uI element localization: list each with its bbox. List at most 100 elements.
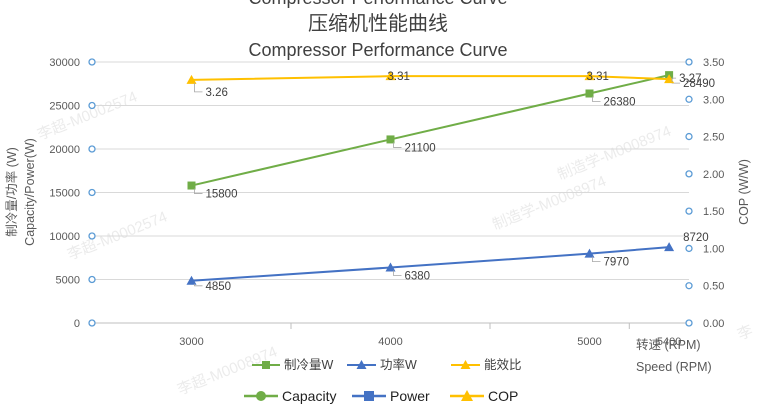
data-label: 8720: [683, 232, 709, 244]
right-axis-marker: [685, 244, 693, 253]
data-label-leader: [194, 283, 203, 287]
right-axis-marker: [685, 95, 693, 103]
data-label: 7970: [604, 257, 630, 269]
watermark: 李超-M0002574: [35, 88, 140, 143]
legend-label-cop: COP: [488, 388, 518, 404]
left-tick-label: 15000: [49, 188, 80, 200]
left-axis-marker: [88, 58, 96, 66]
data-label: 3.27: [679, 73, 701, 85]
right-tick-label: 2.00: [703, 169, 724, 181]
data-point-marker: [186, 74, 197, 84]
right-tick-label: 1.00: [703, 243, 724, 255]
data-point-marker: [187, 181, 196, 190]
grid-lines: [92, 61, 689, 329]
legend-label-capacity-cn: 制冷量W: [284, 358, 334, 372]
data-label: 21100: [405, 142, 436, 154]
data-label: 28490: [683, 78, 715, 90]
legend-square-marker: [364, 391, 374, 401]
left-tick-label: 20000: [49, 144, 80, 156]
data-point-marker: [386, 135, 395, 144]
data-label-leader: [592, 256, 601, 263]
series-layer: 15800 21100 26380 28490 4850 6380 7970 8720 3.26…: [186, 71, 715, 293]
left-axis-marker: [88, 145, 96, 153]
right-axis-marker: [685, 282, 693, 290]
watermark: 制造学-M0008974: [490, 173, 608, 234]
right-axis-ticks: 0.00 0.50 1.00 1.50 2.00 2.50 3.00 3.50: [685, 57, 724, 330]
right-tick-label: 0.00: [703, 318, 724, 330]
left-axis-marker: [88, 232, 96, 240]
legend-square-marker: [262, 361, 270, 369]
legend-triangle-marker: [356, 360, 367, 369]
x-tick-label: 4000: [378, 336, 402, 348]
left-axis-marker: [88, 275, 96, 284]
data-label: 3.31: [388, 71, 410, 83]
watermark-layer: 李超-M0002574 李超-M0002574 制造学-M0008974 制造学…: [35, 88, 755, 398]
left-axis-title-chinese: 制冷量/功率 (W): [4, 147, 19, 237]
watermark: 李: [735, 322, 755, 343]
data-point-marker: [664, 74, 675, 84]
right-tick-label: 3.00: [703, 94, 724, 106]
legend-triangle-marker: [460, 360, 471, 369]
right-axis-marker: [685, 58, 693, 66]
x-axis-ticks: 3000 4000 5000 5400: [179, 336, 681, 348]
left-axis-marker: [88, 101, 96, 110]
data-point-marker: [584, 71, 595, 81]
legend-item-capacity-cn: 制冷量W: [252, 358, 334, 372]
right-tick-label: 0.50: [703, 281, 724, 293]
chart-title-chinese: 压缩机性能曲线: [308, 12, 448, 35]
legend-item-power-cn: 功率W: [347, 357, 417, 372]
right-axis-marker: [685, 170, 693, 178]
data-label: 3.26: [206, 87, 228, 99]
left-tick-label: 10000: [49, 231, 80, 243]
series-line: [191, 246, 670, 282]
left-axis-marker: [88, 319, 96, 327]
data-label: 15800: [206, 189, 238, 201]
series-line: [191, 75, 670, 81]
data-label-leader: [393, 142, 402, 148]
data-label: 6380: [405, 270, 431, 282]
right-axis-marker: [685, 319, 693, 327]
watermark: 制造学-M0008974: [555, 123, 673, 184]
x-axis-title-chinese: 转速 (RPM): [636, 337, 701, 352]
data-point-marker: [584, 248, 595, 258]
x-tick-label: 5400: [657, 336, 681, 348]
x-tick-label: 3000: [179, 336, 203, 348]
legend-label-power: Power: [390, 388, 430, 404]
data-label-leader: [194, 188, 203, 194]
data-point-marker: [385, 71, 396, 81]
right-tick-label: 1.50: [703, 206, 724, 218]
legend-item-capacity: Capacity: [244, 388, 336, 404]
right-axis-marker: [685, 207, 693, 215]
legend-label-capacity: Capacity: [282, 388, 336, 404]
series-line: [191, 74, 670, 187]
legend-item-power: Power: [352, 388, 430, 404]
left-axis-marker: [88, 188, 96, 197]
left-axis-ticks: 0 5000 10000 15000 20000 25000 30000: [49, 57, 96, 330]
legend-label-power-cn: 功率W: [380, 357, 417, 372]
data-point-marker: [585, 89, 594, 98]
legend-item-cop: COP: [450, 388, 518, 404]
data-point-marker: [186, 275, 197, 285]
data-point-marker: [385, 262, 396, 272]
watermark: 李超-M0008974: [175, 343, 280, 398]
chart-title-english: Compressor Performance Curve: [248, 40, 507, 60]
data-label: 3.31: [587, 71, 609, 83]
right-tick-label: 2.50: [703, 132, 724, 144]
data-label-leader: [592, 96, 601, 102]
legend-row-2: Capacity Power COP: [244, 388, 518, 404]
right-axis-marker: [685, 132, 693, 141]
left-tick-label: 5000: [56, 275, 80, 287]
x-axis-title-english: Speed (RPM): [636, 360, 712, 374]
legend-label-cop-cn: 能效比: [484, 357, 522, 372]
data-label: 26380: [604, 96, 636, 108]
data-label: 4850: [206, 281, 232, 293]
partial-top-title: Compressor Performance Curve: [248, 0, 507, 8]
data-label-leader: [194, 82, 203, 93]
x-tick-label: 5000: [577, 336, 601, 348]
data-label-leader: [393, 270, 402, 276]
left-axis-title-english: Capacity/Power(W): [23, 138, 37, 246]
left-tick-label: 30000: [49, 57, 80, 69]
left-tick-label: 0: [74, 318, 80, 330]
legend-triangle-marker: [461, 390, 473, 401]
